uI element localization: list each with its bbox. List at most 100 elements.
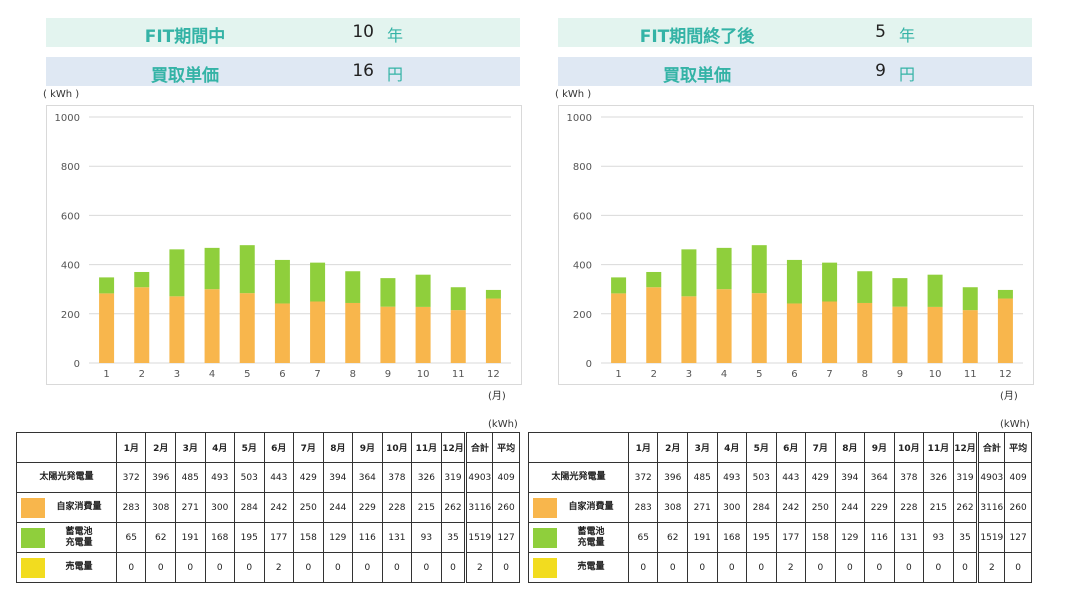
y-tick-label: 600: [573, 211, 592, 222]
bar-battery-charge: [345, 271, 361, 303]
bar-battery-charge: [239, 245, 255, 294]
table-header-cell: 10月: [381, 432, 413, 463]
table-cell: 93: [923, 522, 954, 553]
row-label: 自家消費量: [56, 502, 102, 512]
table-cell: 229: [352, 492, 383, 523]
table-header-cell: 3月: [686, 432, 718, 463]
x-tick-label: 8: [862, 369, 868, 380]
post-fit-price-unit: 円: [899, 65, 916, 84]
bar-self-consumption: [962, 310, 978, 363]
table-header-row: 1月 2月 3月 4月 5月 6月 7月 8月 9月 10月 11月 12月 合計 平均: [528, 432, 1032, 463]
table-header-cell: 7月: [805, 432, 836, 463]
bar-chart: 0 200 400 600 800 1000 1 2 3 4 5 6 7 8 9 10 11 12: [558, 105, 1034, 385]
x-tick-label: 11: [964, 369, 977, 380]
row-label-cell: 太陽光発電量: [16, 462, 117, 493]
table-cell: 2: [775, 552, 807, 583]
table-cell: 242: [775, 492, 807, 523]
table-cell: 493: [716, 462, 748, 493]
x-tick-label: 10: [417, 369, 430, 380]
table-cell: 284: [234, 492, 265, 523]
table-cell: 326: [923, 462, 954, 493]
table-cell: 244: [322, 492, 354, 523]
bar-battery-charge: [415, 274, 431, 307]
table-cell: 0: [657, 552, 688, 583]
table-cell: 283: [115, 492, 147, 523]
table-header-cell: 6月: [263, 432, 295, 463]
table-header-cell: 平均: [1004, 432, 1032, 463]
table-cell: 0: [293, 552, 324, 583]
table-cell: 129: [322, 522, 354, 553]
bar-battery-charge: [646, 271, 662, 288]
table-row: 売電量 0 0 0 0 0 2 0 0 0 0 0 0 2 0: [528, 552, 1032, 583]
table-cell: 177: [263, 522, 295, 553]
table-cell: 443: [263, 462, 295, 493]
table-cell: 409: [1004, 462, 1032, 493]
table-cell: 0: [805, 552, 836, 583]
table-cell: 131: [893, 522, 925, 553]
y-tick-label: 800: [61, 162, 80, 173]
table-cell: 0: [411, 552, 442, 583]
table-cell: 158: [805, 522, 836, 553]
table-cell: 62: [145, 522, 176, 553]
table-cell: 168: [204, 522, 236, 553]
table-cell: 396: [145, 462, 176, 493]
x-tick-label: 9: [897, 369, 903, 380]
table-cell: 2: [976, 552, 1006, 583]
legend-swatch: [533, 527, 557, 548]
table-cell: 116: [352, 522, 383, 553]
table-cell: 0: [923, 552, 954, 583]
table-header-cell: 12月: [440, 432, 467, 463]
y-tick-label: 1000: [55, 113, 80, 124]
x-tick-label: 7: [314, 369, 320, 380]
table-cell: 195: [234, 522, 265, 553]
bar-self-consumption: [786, 303, 802, 363]
table-cell: 215: [923, 492, 954, 523]
bar-battery-charge: [611, 277, 627, 294]
bar-self-consumption: [169, 296, 185, 363]
table-cell: 177: [775, 522, 807, 553]
table-cell: 378: [381, 462, 413, 493]
table-cell: 0: [234, 552, 265, 583]
table-row: 自家消費量 283 308 271 300 284 242 250 244 229 228 215 26…: [528, 492, 1032, 523]
table-cell: 364: [352, 462, 383, 493]
table-cell: 127: [1004, 522, 1032, 553]
table-cell: 283: [627, 492, 659, 523]
table-cell: 394: [322, 462, 354, 493]
bar-battery-charge: [380, 278, 396, 307]
x-tick-label: 3: [686, 369, 692, 380]
x-tick-label: 11: [452, 369, 465, 380]
row-label-cell: 売電量: [528, 552, 629, 583]
table-cell: 2: [464, 552, 494, 583]
table-header-cell: 2月: [145, 432, 176, 463]
table-header-cell: 合計: [464, 432, 494, 463]
bar-battery-charge: [892, 278, 908, 307]
table-cell: 0: [352, 552, 383, 583]
table-cell: 409: [492, 462, 520, 493]
purchase-price-value: 16: [352, 61, 374, 81]
x-tick-label: 4: [209, 369, 215, 380]
table-cell: 0: [492, 552, 520, 583]
post-fit-period-label: FIT期間終了後: [639, 27, 755, 47]
table-header-cell: 10月: [893, 432, 925, 463]
table-cell: 260: [1004, 492, 1032, 523]
table-cell: 2: [263, 552, 295, 583]
x-tick-label: 4: [721, 369, 727, 380]
bar-self-consumption: [450, 310, 466, 363]
fit-period-unit: 年: [387, 26, 404, 45]
table-unit: (kWh): [488, 419, 518, 430]
table-cell: 0: [174, 552, 206, 583]
x-tick-label: 12: [999, 369, 1012, 380]
bar-battery-charge: [681, 249, 697, 297]
table-cell: 364: [864, 462, 895, 493]
table-cell: 228: [381, 492, 413, 523]
table-cell: 250: [293, 492, 324, 523]
y-tick-label: 400: [61, 261, 80, 272]
bar-battery-charge: [310, 262, 326, 302]
table-corner-cell: [528, 432, 629, 463]
table-cell: 35: [952, 522, 979, 553]
table-cell: 396: [657, 462, 688, 493]
table-cell: 1519: [976, 522, 1006, 553]
y-tick-label: 0: [586, 359, 592, 370]
table-cell: 429: [805, 462, 836, 493]
y-tick-label: 800: [573, 162, 592, 173]
